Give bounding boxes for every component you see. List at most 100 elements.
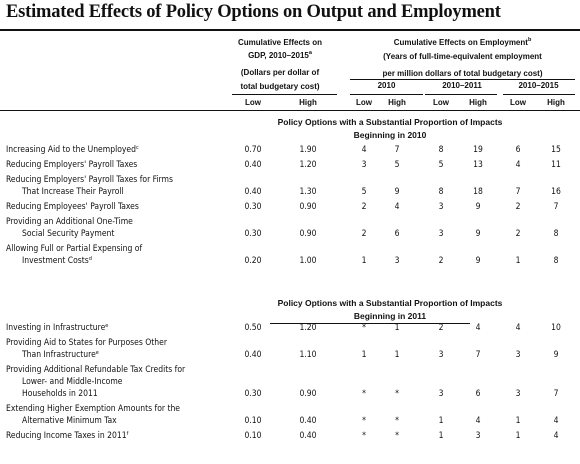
cell-value: 1.10 <box>299 350 317 360</box>
cell-value: 1 <box>515 256 521 266</box>
row-label: Investing in Infrastructuree <box>6 323 109 333</box>
cell-value: 0.10 <box>244 416 262 426</box>
cell-value: * <box>362 323 366 333</box>
cell-value: * <box>362 431 366 441</box>
row-label-continuation: Alternative Minimum Tax <box>22 416 117 426</box>
cell-value: 1.20 <box>299 160 317 170</box>
row-label-continuation: Lower- and Middle-Income <box>22 377 123 387</box>
cell-value: 9 <box>553 350 559 360</box>
gdp-sub-rule <box>232 94 337 95</box>
high-column-header: High <box>469 98 487 107</box>
cell-value: 0.90 <box>299 389 317 399</box>
cell-value: * <box>395 389 399 399</box>
cell-value: 1.00 <box>299 256 317 266</box>
cell-value: 9 <box>475 256 481 266</box>
cell-value: 15 <box>551 145 561 155</box>
cell-value: * <box>362 389 366 399</box>
cell-value: 2 <box>438 256 444 266</box>
row-label: Reducing Employees' Payroll Taxes <box>6 202 139 212</box>
cell-value: 0.40 <box>299 431 317 441</box>
emp-header-line1: Cumulative Effects on Employmentb <box>393 37 532 47</box>
cell-value: 2 <box>515 202 521 212</box>
low-column-header: Low <box>433 98 449 107</box>
low-column-header: Low <box>510 98 526 107</box>
cell-value: 4 <box>394 202 400 212</box>
cell-value: 2 <box>515 229 521 239</box>
high-column-header: High <box>547 98 565 107</box>
cell-value: 8 <box>438 145 444 155</box>
cell-value: 0.30 <box>244 389 262 399</box>
cell-value: 7 <box>553 389 559 399</box>
gdp-header-line2: GDP, 2010–2015a <box>248 50 312 60</box>
gdp-header-line4: total budgetary cost) <box>240 82 320 91</box>
cell-value: 1.30 <box>299 187 317 197</box>
row-label-continuation: That Increase Their Payroll <box>22 187 124 197</box>
row-label: Reducing Employers' Payroll Taxes for Fi… <box>6 175 173 185</box>
period-2010-2015: 2010–2015 <box>518 81 559 90</box>
emp-header-line2: (Years of full-time-equivalent employmen… <box>383 52 542 61</box>
header-bottom-rule <box>0 110 580 111</box>
cell-value: 0.30 <box>244 202 262 212</box>
cell-value: * <box>395 431 399 441</box>
period-2010-rule <box>350 94 423 95</box>
gdp-header-line1: Cumulative Effects on <box>237 38 322 47</box>
row-label: Providing Additional Refundable Tax Cred… <box>6 365 186 375</box>
cell-value: 1.20 <box>299 323 317 333</box>
cell-value: 9 <box>475 229 481 239</box>
period-2010-2011-rule <box>425 94 497 95</box>
gdp-header-line3: (Dollars per dollar of <box>240 68 320 77</box>
high-column-header: High <box>299 98 317 107</box>
cell-value: 1 <box>394 350 400 360</box>
row-label: Reducing Income Taxes in 2011f <box>6 431 129 441</box>
cell-value: 0.70 <box>244 145 262 155</box>
cell-value: 0.40 <box>244 160 262 170</box>
cell-value: 6 <box>515 145 521 155</box>
cell-value: 7 <box>394 145 400 155</box>
cell-value: 0.50 <box>244 323 262 333</box>
high-column-header: High <box>388 98 406 107</box>
cell-value: 0.40 <box>244 350 262 360</box>
cell-value: * <box>395 416 399 426</box>
row-label-continuation: Households in 2011 <box>22 389 98 399</box>
group-subheading: Beginning in 2010 <box>353 130 427 140</box>
row-label-continuation: Than Infrastructuree <box>22 350 99 360</box>
cell-value: 7 <box>475 350 481 360</box>
cell-value: 9 <box>394 187 400 197</box>
cell-value: 11 <box>551 160 561 170</box>
row-label: Reducing Employers' Payroll Taxes <box>6 160 138 170</box>
cell-value: 0.20 <box>244 256 262 266</box>
cell-value: 8 <box>553 256 559 266</box>
cell-value: 19 <box>473 145 483 155</box>
group-subheading: Beginning in 2011 <box>353 311 427 321</box>
cell-value: 0.40 <box>244 187 262 197</box>
cell-value: 1.90 <box>299 145 317 155</box>
cell-value: 10 <box>551 323 561 333</box>
cell-value: 4 <box>553 416 559 426</box>
emp-header-line3: per million dollars of total budgetary c… <box>382 69 543 78</box>
row-label: Providing Aid to States for Purposes Oth… <box>6 338 167 348</box>
cell-value: 1 <box>515 416 521 426</box>
group-heading: Policy Options with a Substantial Propor… <box>277 117 503 127</box>
emp-header-rule <box>350 79 575 80</box>
cell-value: 7 <box>515 187 521 197</box>
cell-value: 1 <box>394 323 400 333</box>
title-rule <box>0 29 580 31</box>
cell-value: 9 <box>475 202 481 212</box>
row-label-continuation: Investment Costsd <box>22 256 92 266</box>
cell-value: 3 <box>438 389 444 399</box>
cell-value: 3 <box>438 229 444 239</box>
cell-value: 8 <box>553 229 559 239</box>
cell-value: 0.90 <box>299 202 317 212</box>
cell-value: 4 <box>475 323 481 333</box>
low-column-header: Low <box>356 98 372 107</box>
cell-value: 1 <box>438 431 444 441</box>
cell-value: 4 <box>515 160 521 170</box>
cell-value: 8 <box>438 187 444 197</box>
cell-value: 4 <box>515 323 521 333</box>
cell-value: 0.30 <box>244 229 262 239</box>
cell-value: * <box>362 416 366 426</box>
cell-value: 4 <box>553 431 559 441</box>
cell-value: 0.10 <box>244 431 262 441</box>
period-2010-2015-rule <box>503 94 575 95</box>
row-label: Allowing Full or Partial Expensing of <box>6 244 143 254</box>
